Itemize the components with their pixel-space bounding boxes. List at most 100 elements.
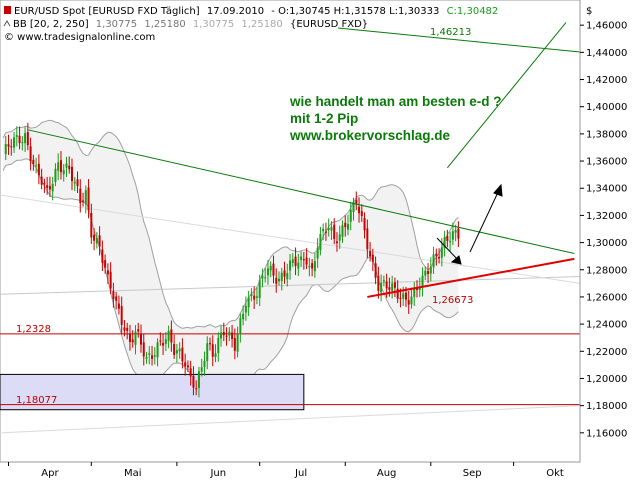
candle xyxy=(352,197,355,221)
candle xyxy=(308,257,311,277)
range-box xyxy=(0,373,305,411)
candle xyxy=(374,256,377,285)
candle xyxy=(162,333,165,356)
candle-body xyxy=(15,135,18,137)
y-tick-label: 1,46000 xyxy=(586,21,627,32)
candle xyxy=(101,240,104,271)
candle-body xyxy=(413,287,416,297)
candle xyxy=(272,255,275,284)
candle-body xyxy=(35,165,38,167)
header-bb-suffix: {EURUSD FXD} xyxy=(290,19,368,30)
band-fill xyxy=(3,120,459,391)
note-site: www.brokervorschlag.de xyxy=(289,128,451,143)
candle-body xyxy=(286,273,289,280)
candle-body xyxy=(59,160,62,173)
candle xyxy=(93,228,96,251)
candle xyxy=(21,136,24,151)
candle-body xyxy=(167,330,170,341)
candle xyxy=(131,330,134,348)
candle xyxy=(87,179,90,219)
candle-body xyxy=(68,165,71,170)
arrow-up xyxy=(469,183,503,253)
candle xyxy=(120,296,123,335)
candle-body xyxy=(173,344,176,355)
candle-body xyxy=(404,292,407,300)
range-box-layer xyxy=(0,373,305,411)
candle-body xyxy=(7,144,10,147)
candle-body xyxy=(244,305,247,313)
candle xyxy=(319,226,322,256)
candle-body xyxy=(335,241,338,244)
header-bb-val3: 1,30775 xyxy=(193,19,234,30)
candle-body xyxy=(156,342,159,358)
candle xyxy=(211,335,214,367)
candle-body xyxy=(214,353,217,357)
candle xyxy=(24,126,27,152)
candle-body xyxy=(264,277,267,279)
candle xyxy=(137,322,140,338)
candle xyxy=(115,292,118,310)
candle-body xyxy=(178,348,181,352)
candle-body xyxy=(457,228,460,239)
trend-line-3 xyxy=(367,257,575,298)
candle xyxy=(347,214,349,236)
candle-body xyxy=(24,133,27,144)
candle-body xyxy=(369,251,372,257)
candle-body xyxy=(26,132,29,146)
candle xyxy=(48,176,51,197)
candle xyxy=(173,334,176,359)
candle xyxy=(316,238,319,268)
candle xyxy=(407,290,410,314)
candle xyxy=(280,267,283,291)
label-level-1: 1,2328 xyxy=(16,324,51,335)
candle-body xyxy=(140,333,142,345)
candle-body xyxy=(51,183,54,192)
candle xyxy=(126,322,129,340)
candle xyxy=(247,290,250,317)
candle xyxy=(324,222,327,241)
candle xyxy=(214,344,217,363)
candle-body xyxy=(206,343,209,362)
candle xyxy=(302,251,305,270)
candle xyxy=(151,345,154,366)
candle xyxy=(195,380,198,396)
candle-body xyxy=(451,231,454,240)
candle-body xyxy=(18,135,21,144)
candle-body xyxy=(117,303,120,309)
candle xyxy=(29,137,32,171)
candle-body xyxy=(128,333,131,343)
candle-body xyxy=(220,332,223,339)
candle-body xyxy=(40,176,43,185)
candle-body xyxy=(278,278,280,282)
candle xyxy=(142,333,145,366)
y-axis: 1,16000 1,18000 1,20000 1,22000 1,24000 1,260… xyxy=(579,0,627,462)
candle xyxy=(261,268,264,288)
candle-body xyxy=(355,199,358,205)
candle-body xyxy=(228,331,231,336)
candle xyxy=(40,168,43,190)
candle xyxy=(355,191,358,211)
y-tick-label: 1,20000 xyxy=(586,374,627,385)
candle-body xyxy=(112,291,115,300)
candle-body xyxy=(209,343,211,345)
horizontal-levels xyxy=(0,333,580,406)
candle xyxy=(371,248,374,272)
band-upper xyxy=(2,119,459,329)
candle xyxy=(134,325,137,355)
candle xyxy=(217,332,220,362)
candle-legend-icon xyxy=(4,6,11,14)
candle-body xyxy=(184,362,187,367)
candle-body xyxy=(322,228,325,232)
candle xyxy=(156,338,159,367)
candle xyxy=(313,253,316,278)
candle-body xyxy=(388,287,391,290)
candle-body xyxy=(101,249,104,263)
candle-body xyxy=(242,313,245,320)
y-tick-label: 1,28000 xyxy=(586,265,627,276)
annotation-text: wie handelt man am besten e-d ? mit 1-2 … xyxy=(16,27,502,406)
candle xyxy=(363,212,366,239)
candle xyxy=(104,254,107,274)
x-tick-label: Aug xyxy=(377,468,397,479)
candle xyxy=(424,266,427,281)
currency-symbol: $ xyxy=(586,6,592,17)
